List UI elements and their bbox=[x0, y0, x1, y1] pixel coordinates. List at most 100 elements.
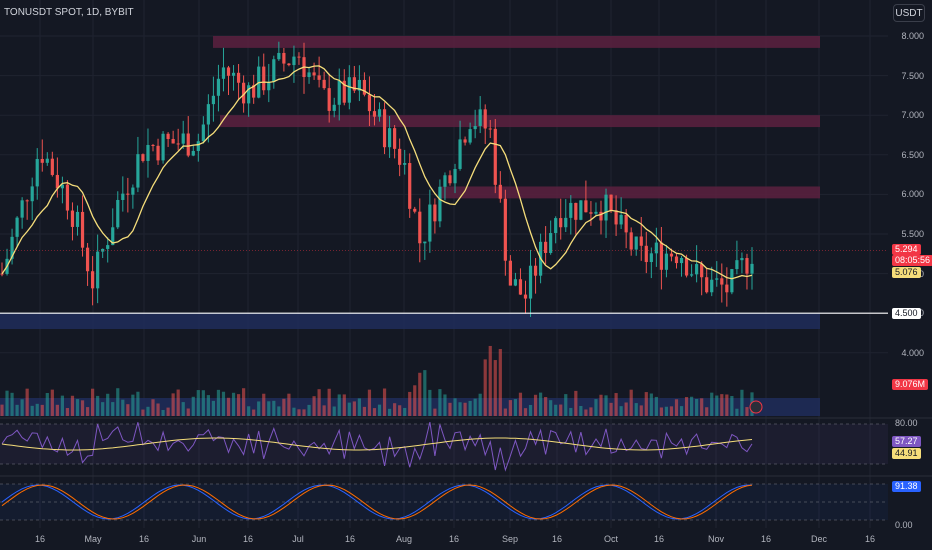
time-tick: Jul bbox=[292, 534, 304, 544]
volume-bar bbox=[428, 389, 432, 416]
candle-body bbox=[443, 175, 447, 187]
candle-body bbox=[438, 186, 442, 222]
price-tick: 4.000 bbox=[901, 347, 924, 358]
volume-bar bbox=[453, 398, 457, 416]
volume-bar bbox=[448, 402, 452, 416]
candle-body bbox=[624, 214, 628, 233]
symbol-title: TONUSDT SPOT, 1D, BYBIT bbox=[4, 7, 134, 18]
candle-body bbox=[25, 200, 29, 202]
rsi-line bbox=[1, 421, 753, 472]
candle-body bbox=[80, 211, 85, 248]
last-price-tag: 5.294 bbox=[892, 244, 921, 255]
candle-body bbox=[468, 129, 472, 143]
volume-bar bbox=[518, 392, 523, 416]
currency-button[interactable]: USDT bbox=[893, 4, 925, 22]
candle-body bbox=[750, 263, 754, 274]
volume-bar bbox=[549, 400, 553, 416]
volume-bar bbox=[377, 404, 382, 416]
time-tick: Sep bbox=[501, 534, 519, 544]
volume-bar bbox=[85, 407, 90, 416]
volume-bar bbox=[710, 392, 714, 416]
volume-bar bbox=[745, 407, 749, 416]
volume-bar bbox=[65, 408, 70, 416]
rsi-upper-level: 80.00 bbox=[895, 418, 918, 428]
candle-body bbox=[745, 258, 749, 274]
volume-bar bbox=[196, 390, 200, 416]
candle-body bbox=[211, 95, 216, 105]
volume-bar bbox=[35, 403, 39, 416]
volume-bar bbox=[393, 403, 397, 416]
candle-body bbox=[589, 212, 593, 214]
volume-bar bbox=[352, 401, 356, 416]
candle-body bbox=[493, 128, 497, 185]
volume-bar bbox=[463, 402, 467, 416]
volume-bar bbox=[684, 397, 689, 416]
stoch-k-line bbox=[1, 484, 752, 520]
volume-bar bbox=[317, 389, 321, 416]
volume-bar bbox=[141, 409, 145, 416]
candle-body bbox=[146, 144, 150, 161]
volume-bar bbox=[5, 390, 9, 416]
volume-bar bbox=[312, 396, 316, 416]
candle-body bbox=[393, 128, 397, 149]
candlestick-series bbox=[0, 41, 754, 317]
volume-bar bbox=[559, 404, 563, 416]
volume-bar bbox=[438, 389, 442, 416]
volume-bar bbox=[151, 399, 155, 416]
volume-bar bbox=[584, 409, 588, 416]
candle-body bbox=[75, 211, 80, 227]
candle-body bbox=[413, 208, 417, 212]
candle-body bbox=[10, 236, 14, 259]
volume-bar bbox=[242, 388, 246, 416]
candle-body bbox=[357, 79, 361, 91]
volume-bar bbox=[50, 389, 54, 416]
volume-bar bbox=[689, 396, 694, 416]
stoch-value-tag: 91.38 bbox=[892, 481, 921, 492]
candle-body bbox=[277, 52, 281, 60]
volume-bar bbox=[267, 401, 271, 416]
volume-bar bbox=[201, 390, 205, 416]
rsi-ma-line bbox=[1, 437, 753, 451]
volume-bar bbox=[679, 406, 684, 416]
candle-body bbox=[554, 218, 558, 234]
candle-body bbox=[725, 284, 729, 293]
candle-body bbox=[322, 79, 326, 89]
volume-bar bbox=[715, 395, 719, 416]
candle-body bbox=[423, 241, 427, 244]
candle-body bbox=[45, 158, 49, 163]
volume-bar bbox=[674, 399, 679, 416]
volume-bar bbox=[589, 407, 593, 416]
volume-bar bbox=[211, 400, 216, 416]
volume-bar bbox=[287, 393, 291, 416]
candle-body bbox=[50, 158, 54, 175]
volume-bar bbox=[644, 392, 648, 416]
candle-body bbox=[181, 133, 185, 144]
volume-bar bbox=[599, 394, 603, 416]
volume-bar bbox=[538, 392, 543, 416]
candle-body bbox=[473, 125, 477, 130]
chart-marks bbox=[0, 250, 888, 414]
candle-body bbox=[282, 52, 286, 64]
volume-bar bbox=[654, 396, 658, 416]
volume-bar bbox=[574, 390, 578, 416]
time-tick: Dec bbox=[810, 534, 828, 544]
demand-zone bbox=[0, 313, 820, 330]
volume-bar bbox=[478, 393, 482, 416]
candle-body bbox=[287, 63, 291, 66]
candle-body bbox=[382, 109, 387, 148]
volume-bar bbox=[508, 400, 512, 416]
candle-body bbox=[418, 211, 422, 244]
volume-bar bbox=[528, 404, 533, 416]
volume-bar bbox=[181, 402, 185, 416]
candle-body bbox=[85, 247, 90, 272]
candle-body bbox=[161, 133, 165, 161]
volume-bar bbox=[413, 385, 417, 416]
candle-body bbox=[131, 187, 135, 195]
volume-bar bbox=[473, 398, 477, 416]
candle-body bbox=[196, 141, 200, 151]
candle-body bbox=[518, 279, 523, 295]
volume-bar bbox=[468, 400, 472, 416]
candle-body bbox=[503, 198, 507, 261]
volume-bar bbox=[347, 402, 351, 416]
